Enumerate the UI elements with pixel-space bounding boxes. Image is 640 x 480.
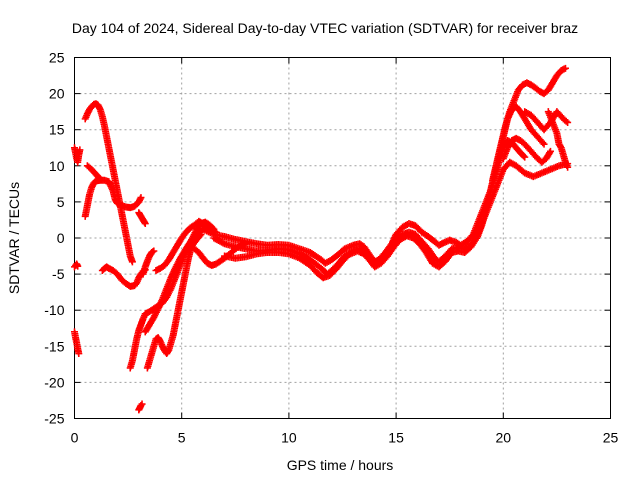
data-point	[521, 153, 529, 161]
data-point	[135, 209, 143, 217]
x-tick-label: 10	[281, 430, 297, 446]
data-point	[219, 239, 227, 247]
data-point	[75, 350, 83, 358]
data-series	[98, 263, 149, 290]
data-series	[544, 108, 572, 171]
data-point	[539, 139, 547, 147]
data-series	[489, 64, 569, 184]
y-tick-label: 15	[49, 122, 65, 138]
data-point	[128, 258, 136, 266]
data-point	[561, 64, 569, 72]
y-tick-label: 10	[49, 158, 65, 174]
data-point	[564, 118, 572, 126]
y-tick-label: -25	[44, 411, 64, 427]
data-series	[135, 400, 146, 414]
y-tick-label: -10	[44, 302, 64, 318]
data-point	[74, 262, 82, 270]
data-series	[83, 162, 104, 183]
data-series	[152, 217, 220, 274]
x-tick-label: 20	[496, 430, 512, 446]
data-marks	[71, 64, 572, 414]
x-tick-label: 15	[388, 430, 404, 446]
data-point	[138, 400, 146, 408]
data-point	[96, 175, 104, 183]
data-point	[137, 194, 145, 202]
x-tick-label: 5	[178, 430, 186, 446]
y-tick-label: 25	[49, 50, 65, 66]
data-series	[71, 328, 83, 358]
y-tick-label: -5	[52, 266, 65, 282]
axis-ticks: 0 5 10 15 20 25 -25 -20 -15 -10 -5 0 5 10 15 20 25	[44, 50, 618, 446]
data-point	[520, 152, 528, 160]
data-point	[540, 140, 548, 148]
data-series	[71, 260, 82, 271]
data-series	[499, 134, 554, 166]
data-point	[564, 163, 572, 171]
y-tick-label: -15	[44, 338, 64, 354]
data-series	[210, 158, 572, 278]
data-point	[95, 174, 103, 182]
y-tick-label: 0	[57, 230, 65, 246]
y-tick-label: 20	[49, 86, 65, 102]
grid-lines	[74, 57, 611, 419]
data-series	[81, 100, 136, 266]
chart-title: Day 104 of 2024, Sidereal Day-to-day VTE…	[72, 20, 578, 36]
x-tick-label: 0	[71, 430, 79, 446]
x-tick-label: 25	[603, 430, 619, 446]
data-series	[71, 144, 84, 166]
data-point	[562, 117, 570, 125]
y-axis-label: SDTVAR / TECUs	[6, 182, 22, 294]
y-tick-label: 5	[57, 194, 65, 210]
data-point	[150, 247, 158, 255]
data-point	[137, 402, 145, 410]
data-point	[546, 149, 554, 157]
data-series	[521, 108, 572, 134]
x-axis-label: GPS time / hours	[287, 457, 394, 473]
data-point	[546, 147, 554, 155]
data-point	[76, 146, 84, 154]
data-series	[135, 209, 149, 228]
y-tick-label: -20	[44, 374, 64, 390]
data-series	[139, 247, 158, 278]
